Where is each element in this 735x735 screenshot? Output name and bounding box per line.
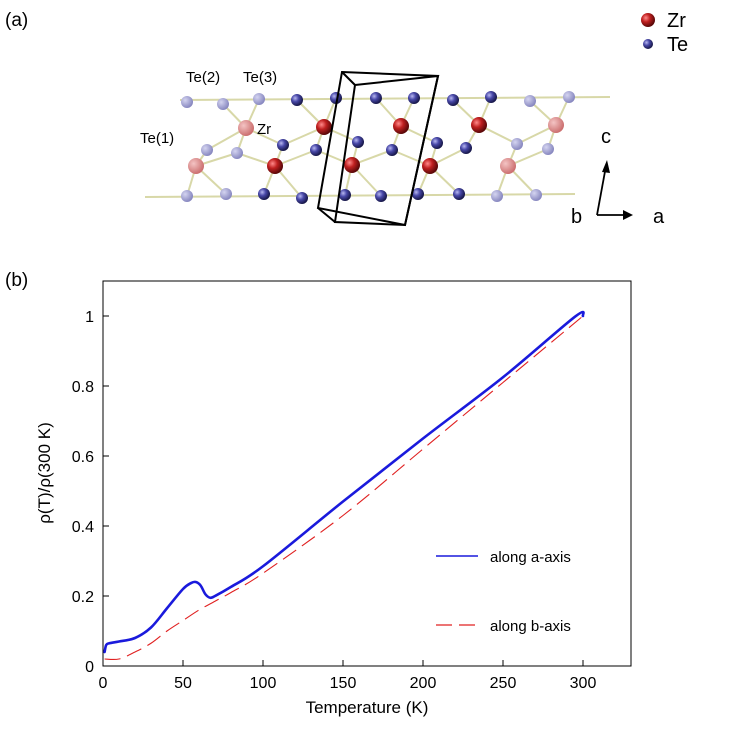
x-tick-label: 150 [330,675,357,692]
panel-b: (b) 0 50 100 150 200 250 300 0 0.2 0.4 0.6 0.8 1 Tem… [5,270,632,717]
te-atom [386,144,398,156]
legend-label-b: along b-axis [490,618,571,635]
atoms [181,91,575,204]
te-atom [375,190,387,202]
te-atom [277,139,289,151]
y-tick-label: 0.4 [72,519,94,536]
series-a-axis-line [103,310,585,654]
bonds [186,96,570,199]
te-atom [217,98,229,110]
zr-atom [500,158,516,174]
te-atom [220,188,232,200]
te-atom [291,94,303,106]
zr-atom [238,120,254,136]
x-tick-label: 50 [174,675,192,692]
te-atom [447,94,459,106]
x-tick-label: 100 [250,675,277,692]
te-atom [258,188,270,200]
te-atom [310,144,322,156]
x-tick-label: 300 [570,675,597,692]
a-axis-label: a [653,206,665,228]
b-axis-label: b [571,206,582,228]
chart-legend: along a-axis along b-axis [436,549,571,635]
te-atom [460,142,472,154]
te-atom [408,92,420,104]
x-axis-label: Temperature (K) [306,698,429,717]
y-axis-label: ρ(T)/ρ(300 K) [35,422,54,524]
te-atom [181,96,193,108]
site-label-te3: Te(3) [243,69,277,86]
te-atom [431,137,443,149]
series-b-axis-line [104,315,584,661]
zr-atom [471,117,487,133]
zr-atom [267,158,283,174]
legend-te-marker [643,39,653,49]
y-tick-label: 0.8 [72,379,94,396]
c-axis-label: c [601,126,611,148]
bond [144,193,576,198]
y-tick-label: 0.6 [72,449,94,466]
x-tick-label: 200 [410,675,437,692]
zr-atom [188,158,204,174]
te-atom [330,92,342,104]
lattice-axes: c b a [571,126,665,228]
bond [179,96,611,101]
zr-atom [393,118,409,134]
x-tick-label: 250 [490,675,517,692]
te-atom [181,190,193,202]
te-atom [201,144,213,156]
legend-zr-marker [641,13,655,27]
structure-legend: Zr Te [641,10,688,56]
te-atom [563,91,575,103]
crystal-structure: Te(2) Te(3) Te(1) Zr [140,69,611,227]
te-atom [253,93,265,105]
legend-zr-label: Zr [667,10,686,32]
y-tick-label: 1 [85,309,94,326]
te-atom [511,138,523,150]
zr-atom [548,117,564,133]
te-atom [530,189,542,201]
c-axis-arrow [596,165,607,216]
ticks: 0 50 100 150 200 250 300 0 0.2 0.4 0.6 0.8 1 [72,309,597,692]
te-atom [524,95,536,107]
legend-label-a: along a-axis [490,549,571,566]
te-atom [352,136,364,148]
series-layer [103,310,585,661]
te-atom [485,91,497,103]
zr-atom [316,119,332,135]
a-axis-arrowhead [623,210,633,220]
site-label-te2: Te(2) [186,69,220,86]
unit-cell [316,70,440,227]
legend-te-label: Te [667,34,688,56]
panel-a: (a) Zr Te Te(2) Te(3) Te(1) Zr [5,10,688,228]
panel-a-label: (a) [5,10,28,31]
te-atom [339,189,351,201]
te-atom [453,188,465,200]
te-atom [296,192,308,204]
site-label-zr: Zr [257,121,271,138]
plot-frame [102,280,632,667]
zr-atom [344,157,360,173]
chart: 0 50 100 150 200 250 300 0 0.2 0.4 0.6 0.8 1 Tempera… [35,280,632,717]
te-atom [370,92,382,104]
te-atom [491,190,503,202]
y-tick-label: 0.2 [72,589,94,606]
panel-b-label: (b) [5,270,28,291]
te-atom [231,147,243,159]
y-tick-label: 0 [85,659,94,676]
x-tick-label: 0 [99,675,108,692]
te-atom [542,143,554,155]
zr-atom [422,158,438,174]
c-axis-arrowhead [602,160,610,173]
site-label-te1: Te(1) [140,130,174,147]
te-atom [412,188,424,200]
